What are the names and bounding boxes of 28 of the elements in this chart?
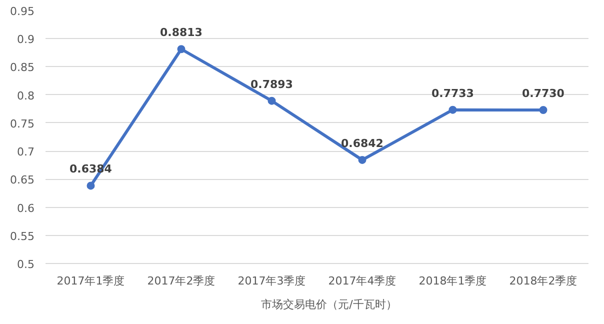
data-label: 0.8813 — [160, 26, 202, 40]
point — [86, 182, 95, 190]
y-tick-label: 0.7 — [17, 146, 35, 159]
x-tick-label: 2018年1季度 — [418, 274, 487, 288]
y-tick-label: 0.85 — [10, 61, 35, 74]
x-tick-label: 2017年4季度 — [328, 274, 396, 288]
y-tick-label: 0.5 — [17, 258, 35, 271]
point — [358, 156, 366, 164]
data-label: 0.7730 — [522, 87, 565, 100]
x-tick-label: 2017年1季度 — [56, 274, 125, 288]
data-label: 0.6842 — [341, 136, 384, 150]
y-tick-label: 0.95 — [10, 5, 35, 18]
y-tick-label: 0.8 — [17, 89, 35, 102]
y-tick-label: 0.65 — [10, 174, 35, 187]
data-label: 0.7733 — [432, 86, 474, 100]
y-tick-label: 0.75 — [10, 117, 35, 130]
x-tick-label: 2017年2季度 — [147, 274, 216, 288]
y-tick-label: 0.55 — [10, 230, 35, 243]
point — [448, 106, 457, 114]
point — [268, 96, 276, 105]
y-tick-label: 0.6 — [17, 202, 35, 215]
y-tick-label: 0.9 — [17, 33, 35, 46]
text: 市场交易电价（元/千瓦时） — [261, 296, 397, 312]
point — [539, 106, 548, 114]
data-label: 0.7893 — [250, 78, 293, 91]
point — [177, 45, 186, 54]
x-tick-label: 2017年3季度 — [238, 274, 306, 288]
x-tick-label: 2018年2季度 — [509, 274, 578, 288]
